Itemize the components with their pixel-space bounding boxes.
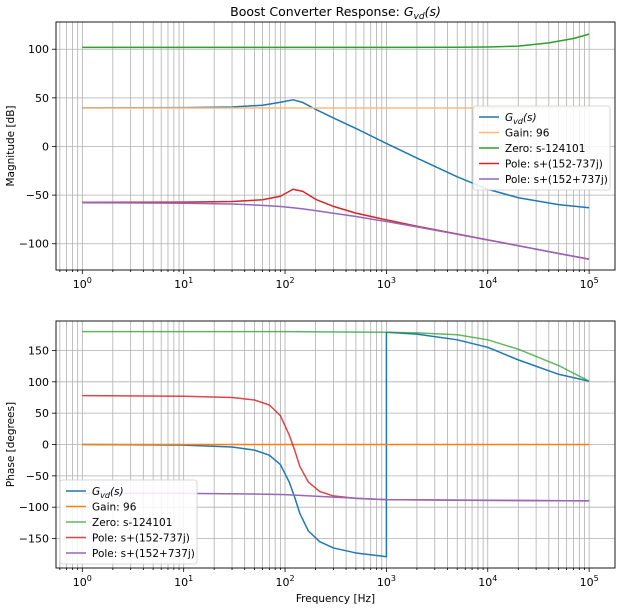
legend-item: Gvd(s) (66, 486, 124, 500)
legend-label: Zero: s-124101 (505, 143, 585, 155)
magnitude-plot: 100 101 102 103 104 105 100 50 0 −50 −100 Magnitude… (5, 4, 616, 291)
legend-item: Gvd(s) (479, 112, 537, 126)
y-tick-label: 50 (35, 407, 49, 420)
y-axis-label: Magnitude [dB] (5, 105, 17, 186)
series-line-4 (82, 201, 590, 261)
legend: Gvd(s) Gain: 96 Zero: s-124101 Pole: s+(152… (472, 105, 611, 191)
y-axis: 150 100 50 0 −50 −100 −150 (19, 344, 56, 546)
legend-item: Gain: 96 (479, 128, 550, 140)
legend-item: Pole: s+(152-737j) (66, 533, 190, 545)
series-line-0 (82, 99, 590, 209)
x-tick-label: 104 (478, 574, 497, 589)
legend-item: Gain: 96 (66, 502, 137, 514)
x-tick-label: 105 (580, 276, 599, 291)
y-axis-label: Phase [degrees] (5, 402, 17, 487)
y-tick-label: −50 (26, 189, 49, 202)
x-tick-label: 101 (174, 574, 193, 589)
y-tick-label: 150 (28, 344, 49, 357)
y-tick-label: 100 (28, 376, 49, 389)
legend-label: Gain: 96 (505, 128, 550, 140)
legend-label: Pole: s+(152+737j) (92, 548, 195, 560)
x-tick-label: 102 (275, 574, 294, 589)
x-tick-label: 103 (377, 574, 396, 589)
x-tick-label: 102 (275, 276, 294, 291)
series-line-2 (82, 33, 590, 49)
legend-label: Pole: s+(152-737j) (92, 533, 190, 545)
x-axis-label: Frequency [Hz] (296, 593, 375, 605)
y-tick-label: 100 (28, 43, 49, 56)
y-tick-label: −100 (19, 238, 49, 251)
legend-item: Pole: s+(152-737j) (479, 159, 603, 171)
grid (56, 22, 615, 270)
y-tick-label: −50 (26, 470, 49, 483)
chart-title: Boost Converter Response: Gvd(s) (230, 4, 441, 22)
x-tick-label: 101 (174, 276, 193, 291)
series-line-2 (82, 330, 590, 382)
y-tick-label: 0 (42, 140, 49, 153)
y-axis: 100 50 0 −50 −100 (19, 43, 56, 251)
x-axis: 100 101 102 103 104 105 (59, 270, 599, 291)
legend-box (59, 479, 198, 565)
legend-item: Pole: s+(152+737j) (66, 548, 195, 560)
series-lines (82, 330, 590, 558)
legend-label: Pole: s+(152-737j) (505, 159, 603, 171)
x-axis: 100 101 102 103 104 105 (59, 568, 599, 589)
y-tick-label: −150 (19, 533, 49, 546)
x-tick-label: 105 (580, 574, 599, 589)
series-line-3 (82, 188, 590, 260)
legend-item: Zero: s-124101 (66, 517, 172, 529)
legend-item: Zero: s-124101 (479, 143, 585, 155)
series-line-0 (82, 331, 590, 558)
legend-label: Pole: s+(152+737j) (505, 174, 608, 186)
y-tick-label: −100 (19, 501, 49, 514)
legend-box (472, 105, 611, 191)
legend: Gvd(s) Gain: 96 Zero: s-124101 Pole: s+(152… (59, 479, 198, 565)
legend-label: Gvd(s) (505, 112, 537, 126)
x-tick-label: 104 (478, 276, 497, 291)
phase-plot: 100 101 102 103 104 105 150 100 50 0 −50 −100 −150 Ph… (5, 320, 616, 605)
x-tick-label: 103 (377, 276, 396, 291)
x-tick-label: 100 (73, 276, 92, 291)
legend-label: Gain: 96 (92, 502, 137, 514)
plot-frame (55, 21, 616, 271)
y-tick-label: 0 (42, 439, 49, 452)
legend-label: Gvd(s) (92, 486, 124, 500)
legend-item: Pole: s+(152+737j) (479, 174, 608, 186)
y-tick-label: 50 (35, 92, 49, 105)
x-tick-label: 100 (73, 574, 92, 589)
legend-label: Zero: s-124101 (92, 517, 172, 529)
